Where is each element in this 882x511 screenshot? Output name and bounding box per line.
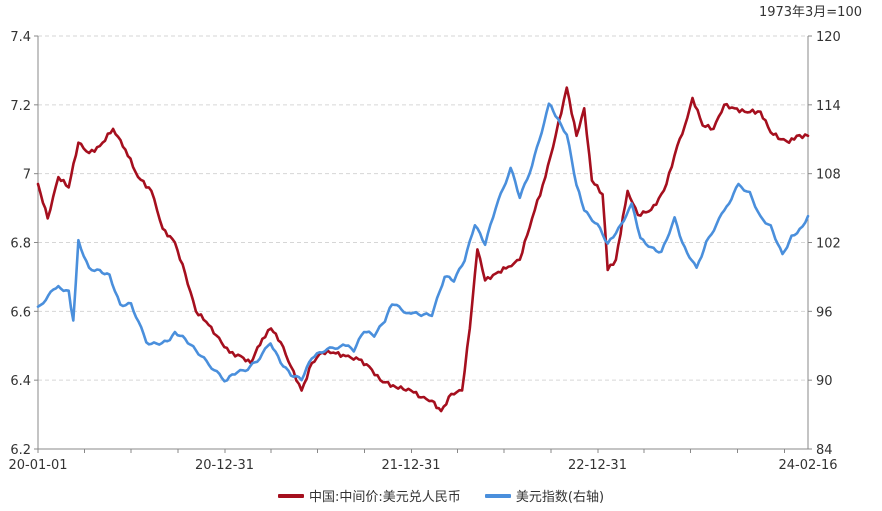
- legend-swatch-dxy: [484, 493, 511, 498]
- legend-swatch-cny: [277, 493, 304, 498]
- left-axis-tick-label: 7.2: [10, 99, 31, 114]
- right-axis-tick-label: 96: [816, 305, 833, 320]
- series-lines: [36, 86, 810, 413]
- legend: 中国:中间价:美元兑人民币 美元指数(右轴): [0, 486, 882, 505]
- x-axis-tick-label: 24-02-16: [778, 458, 837, 473]
- right-axis-tick-label: 114: [816, 99, 841, 114]
- left-axis-tick-label: 6.4: [10, 374, 31, 389]
- left-axis-tick-label: 6.2: [10, 443, 31, 458]
- gridlines: [38, 35, 808, 381]
- tick-labels: 6.2 84 6.4 90 6.6 96 6.8 102 7 108 7.2 114 7.4 120 20-…: [8, 30, 840, 473]
- left-axis-tick-label: 6.8: [10, 237, 31, 252]
- right-axis-tick-label: 120: [816, 30, 841, 45]
- legend-item-dxy: 美元指数(右轴): [484, 486, 605, 505]
- axes: [34, 35, 812, 453]
- series-line-dollar-index: [36, 102, 810, 383]
- right-axis-tick-label: 90: [816, 374, 833, 389]
- x-axis-tick-label: 20-01-01: [8, 458, 67, 473]
- legend-item-cny: 中国:中间价:美元兑人民币: [277, 486, 461, 505]
- right-axis-tick-label: 108: [816, 168, 841, 183]
- right-axis-unit-note: 1973年3月=100: [759, 5, 862, 20]
- left-axis-tick-label: 7.4: [10, 30, 31, 45]
- left-axis-tick-label: 6.6: [10, 305, 31, 320]
- right-axis-tick-label: 84: [816, 443, 833, 458]
- x-axis-tick-label: 21-12-31: [381, 458, 440, 473]
- x-axis-tick-label: 20-12-31: [195, 458, 254, 473]
- series-line-cny-midpoint: [36, 86, 810, 413]
- legend-label-dxy: 美元指数(右轴): [515, 490, 605, 505]
- x-axis-tick-label: 22-12-31: [568, 458, 627, 473]
- legend-label-cny: 中国:中间价:美元兑人民币: [308, 490, 461, 505]
- right-axis-tick-label: 102: [816, 237, 841, 252]
- left-axis-tick-label: 7: [23, 168, 31, 183]
